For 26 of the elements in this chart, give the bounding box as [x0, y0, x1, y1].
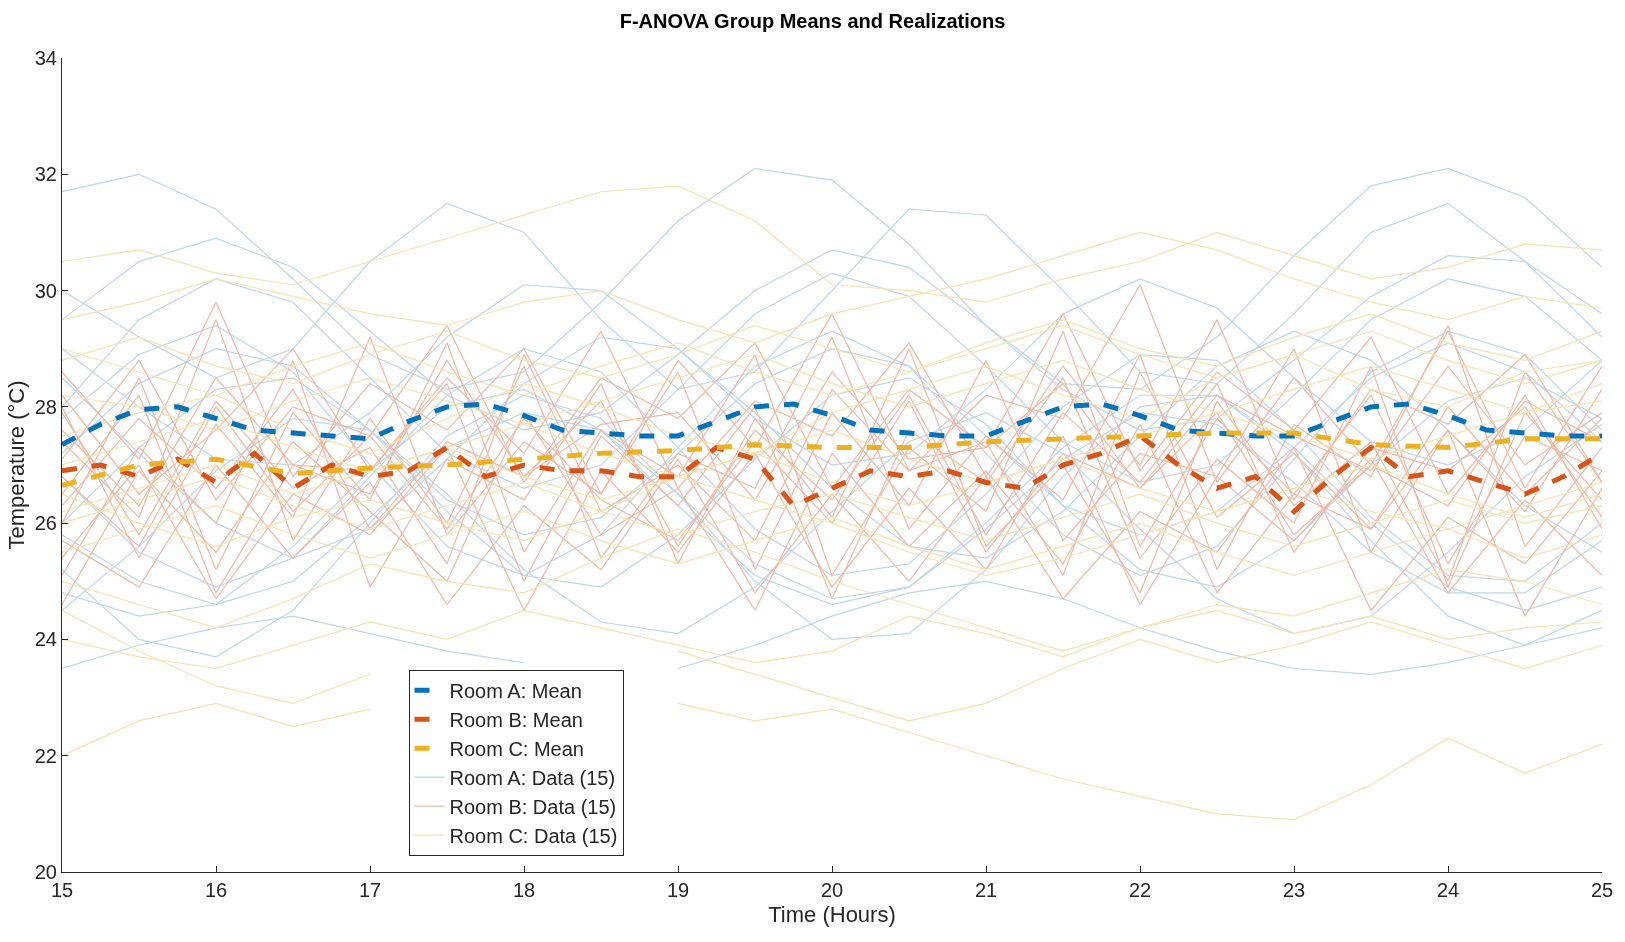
y-axis-title: Temperature (°C) [3, 380, 29, 550]
legend-label: Room C: Data (15) [449, 825, 618, 848]
y-tick-label: 32 [34, 163, 57, 186]
x-tick-label: 23 [1282, 879, 1306, 901]
legend-label: Room C: Mean [449, 738, 584, 761]
legend-label: Room A: Mean [449, 680, 582, 703]
y-tick-label: 22 [34, 744, 57, 767]
y-tick-label: 26 [34, 512, 57, 535]
legend-label: Room B: Mean [449, 709, 583, 732]
x-axis-title: Time (Hours) [768, 901, 896, 927]
x-tick-label: 19 [666, 879, 690, 901]
y-tick-label: 34 [34, 47, 57, 69]
x-tick-label: 16 [204, 879, 228, 901]
x-tick-label: 22 [1128, 879, 1152, 901]
x-tick-label: 20 [820, 879, 844, 901]
x-tick-label: 18 [512, 879, 536, 901]
legend-label: Room A: Data (15) [449, 767, 616, 790]
y-tick-label: 24 [34, 628, 57, 651]
x-tick-label: 24 [1436, 879, 1460, 901]
x-tick-label: 17 [358, 879, 382, 901]
y-tick-label: 28 [34, 395, 57, 418]
y-tick-label: 30 [34, 279, 57, 302]
x-tick-label: 21 [974, 879, 998, 901]
x-tick-label: 25 [1590, 879, 1614, 901]
legend-label: Room B: Data (15) [449, 796, 617, 819]
chart-title: F-ANOVA Group Means and Realizations [619, 10, 1006, 33]
